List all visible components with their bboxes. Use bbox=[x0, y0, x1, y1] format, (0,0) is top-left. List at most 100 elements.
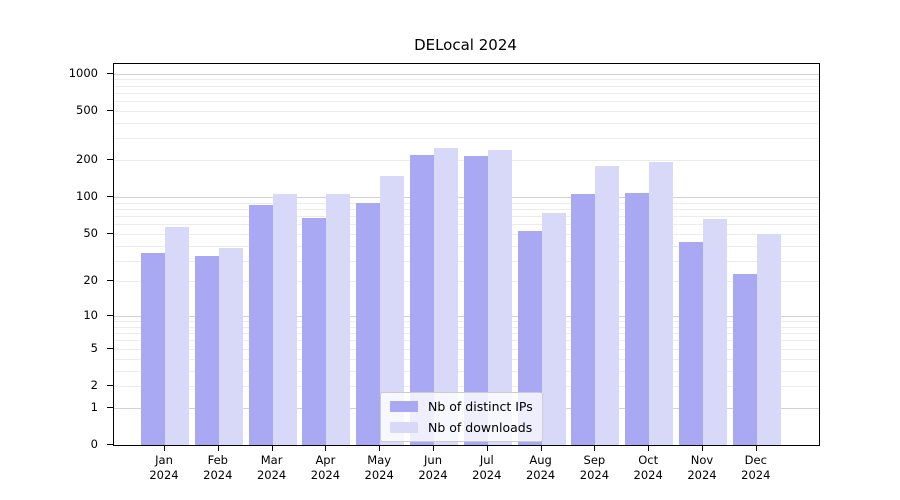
y-tick-mark bbox=[107, 196, 113, 197]
x-tick-mark bbox=[755, 445, 757, 451]
y-tick-mark bbox=[107, 72, 113, 74]
bar-downloads bbox=[756, 233, 781, 445]
y-tick-mark bbox=[107, 385, 113, 386]
x-tick-label: Sep 2024 bbox=[563, 453, 625, 483]
chart-title: DELocal 2024 bbox=[414, 36, 517, 54]
y-tick-label: 10 bbox=[83, 308, 98, 323]
x-tick-label: Apr 2024 bbox=[294, 453, 356, 483]
bar-distinct-ips bbox=[625, 193, 650, 445]
x-tick-month: Sep bbox=[583, 453, 606, 467]
x-tick-mark bbox=[325, 445, 327, 451]
bar-distinct-ips bbox=[248, 205, 273, 445]
legend-label-distinct-ips: Nb of distinct IPs bbox=[428, 399, 533, 414]
grid-line-minor bbox=[114, 92, 819, 94]
y-tick-label: 500 bbox=[76, 103, 98, 117]
x-tick-year: 2024 bbox=[525, 468, 556, 482]
x-tick-year: 2024 bbox=[633, 468, 663, 482]
bar-downloads bbox=[703, 219, 727, 445]
x-tick-label: Aug 2024 bbox=[510, 453, 572, 483]
y-tick-label: 50 bbox=[83, 225, 98, 240]
x-tick-year: 2024 bbox=[364, 468, 394, 482]
x-tick-month: Jun bbox=[424, 453, 442, 467]
x-tick-mark bbox=[540, 445, 542, 451]
grid-line-minor bbox=[114, 122, 819, 124]
y-tick-mark bbox=[107, 406, 113, 408]
bar-distinct-ips bbox=[194, 255, 219, 445]
x-tick-label: Jul 2024 bbox=[456, 453, 518, 483]
bar-distinct-ips bbox=[571, 194, 596, 445]
x-tick-mark bbox=[271, 445, 273, 451]
y-tick-mark bbox=[107, 159, 113, 160]
x-tick-mark bbox=[594, 445, 596, 451]
x-tick-year: 2024 bbox=[149, 468, 179, 482]
x-tick-month: Aug bbox=[529, 453, 552, 467]
grid-line-major bbox=[114, 73, 819, 75]
y-tick-mark bbox=[107, 280, 113, 282]
x-tick-label: Nov 2024 bbox=[671, 453, 733, 483]
grid-line-minor bbox=[114, 85, 819, 87]
x-tick-month: Jan bbox=[155, 453, 173, 467]
x-tick-label: Mar 2024 bbox=[241, 453, 303, 483]
y-tick-mark bbox=[107, 347, 113, 349]
grid-line-minor bbox=[114, 79, 819, 81]
legend-swatch-downloads bbox=[390, 422, 418, 433]
x-tick-year: 2024 bbox=[579, 468, 610, 482]
y-tick-label: 20 bbox=[83, 273, 98, 288]
x-tick-year: 2024 bbox=[310, 468, 341, 482]
x-tick-month: Dec bbox=[744, 453, 767, 467]
x-tick-label: Oct 2024 bbox=[617, 453, 679, 483]
x-tick-label: Jan 2024 bbox=[133, 453, 195, 483]
legend: Nb of distinct IPs Nb of downloads bbox=[380, 392, 543, 442]
bar-downloads bbox=[218, 248, 243, 445]
x-tick-mark bbox=[379, 445, 381, 451]
x-tick-label: Jun 2024 bbox=[402, 453, 464, 483]
x-tick-year: 2024 bbox=[203, 468, 233, 482]
bar-downloads bbox=[649, 162, 674, 445]
bar-distinct-ips bbox=[302, 217, 327, 445]
bar-downloads bbox=[272, 193, 297, 445]
grid-line-minor bbox=[114, 101, 819, 103]
x-tick-label: May 2024 bbox=[348, 453, 410, 483]
y-tick-label: 100 bbox=[76, 189, 98, 203]
x-tick-label: Dec 2024 bbox=[725, 453, 787, 483]
y-tick-mark bbox=[107, 444, 113, 445]
x-tick-month: Feb bbox=[207, 453, 228, 467]
y-tick-mark bbox=[107, 110, 113, 111]
y-tick-label: 0 bbox=[90, 437, 98, 451]
bar-downloads bbox=[165, 226, 189, 445]
y-tick-label: 5 bbox=[90, 340, 98, 355]
bar-downloads bbox=[595, 165, 620, 445]
x-tick-month: Nov bbox=[690, 453, 714, 467]
plot-area: Nb of distinct IPs Nb of downloads bbox=[113, 63, 820, 446]
x-tick-mark bbox=[648, 445, 650, 451]
x-tick-mark bbox=[433, 445, 434, 451]
bar-downloads bbox=[541, 213, 566, 445]
x-tick-month: May bbox=[367, 453, 392, 467]
x-tick-year: 2024 bbox=[418, 468, 448, 482]
x-tick-year: 2024 bbox=[472, 468, 502, 482]
y-tick-mark bbox=[107, 232, 113, 234]
grid-line-minor bbox=[114, 111, 819, 112]
y-tick-mark bbox=[107, 315, 113, 317]
bar-distinct-ips bbox=[141, 252, 165, 445]
bar-downloads bbox=[326, 193, 351, 445]
y-tick-label: 2 bbox=[90, 378, 98, 392]
grid-line-minor bbox=[114, 138, 819, 140]
y-tick-label: 1 bbox=[90, 399, 98, 414]
x-tick-year: 2024 bbox=[741, 468, 771, 482]
x-tick-year: 2024 bbox=[687, 468, 717, 482]
x-tick-mark bbox=[486, 445, 488, 451]
y-tick-label: 200 bbox=[76, 152, 98, 166]
bar-distinct-ips bbox=[679, 241, 703, 445]
x-tick-label: Feb 2024 bbox=[187, 453, 249, 483]
bar-distinct-ips bbox=[356, 202, 381, 445]
legend-label-downloads: Nb of downloads bbox=[428, 420, 533, 435]
x-tick-month: Mar bbox=[260, 453, 283, 467]
x-tick-month: Jul bbox=[479, 453, 494, 467]
y-tick-label: 1000 bbox=[68, 65, 98, 80]
x-tick-month: Apr bbox=[315, 453, 336, 467]
x-tick-year: 2024 bbox=[256, 468, 287, 482]
bar-distinct-ips bbox=[732, 274, 757, 445]
x-tick-mark bbox=[164, 445, 165, 451]
